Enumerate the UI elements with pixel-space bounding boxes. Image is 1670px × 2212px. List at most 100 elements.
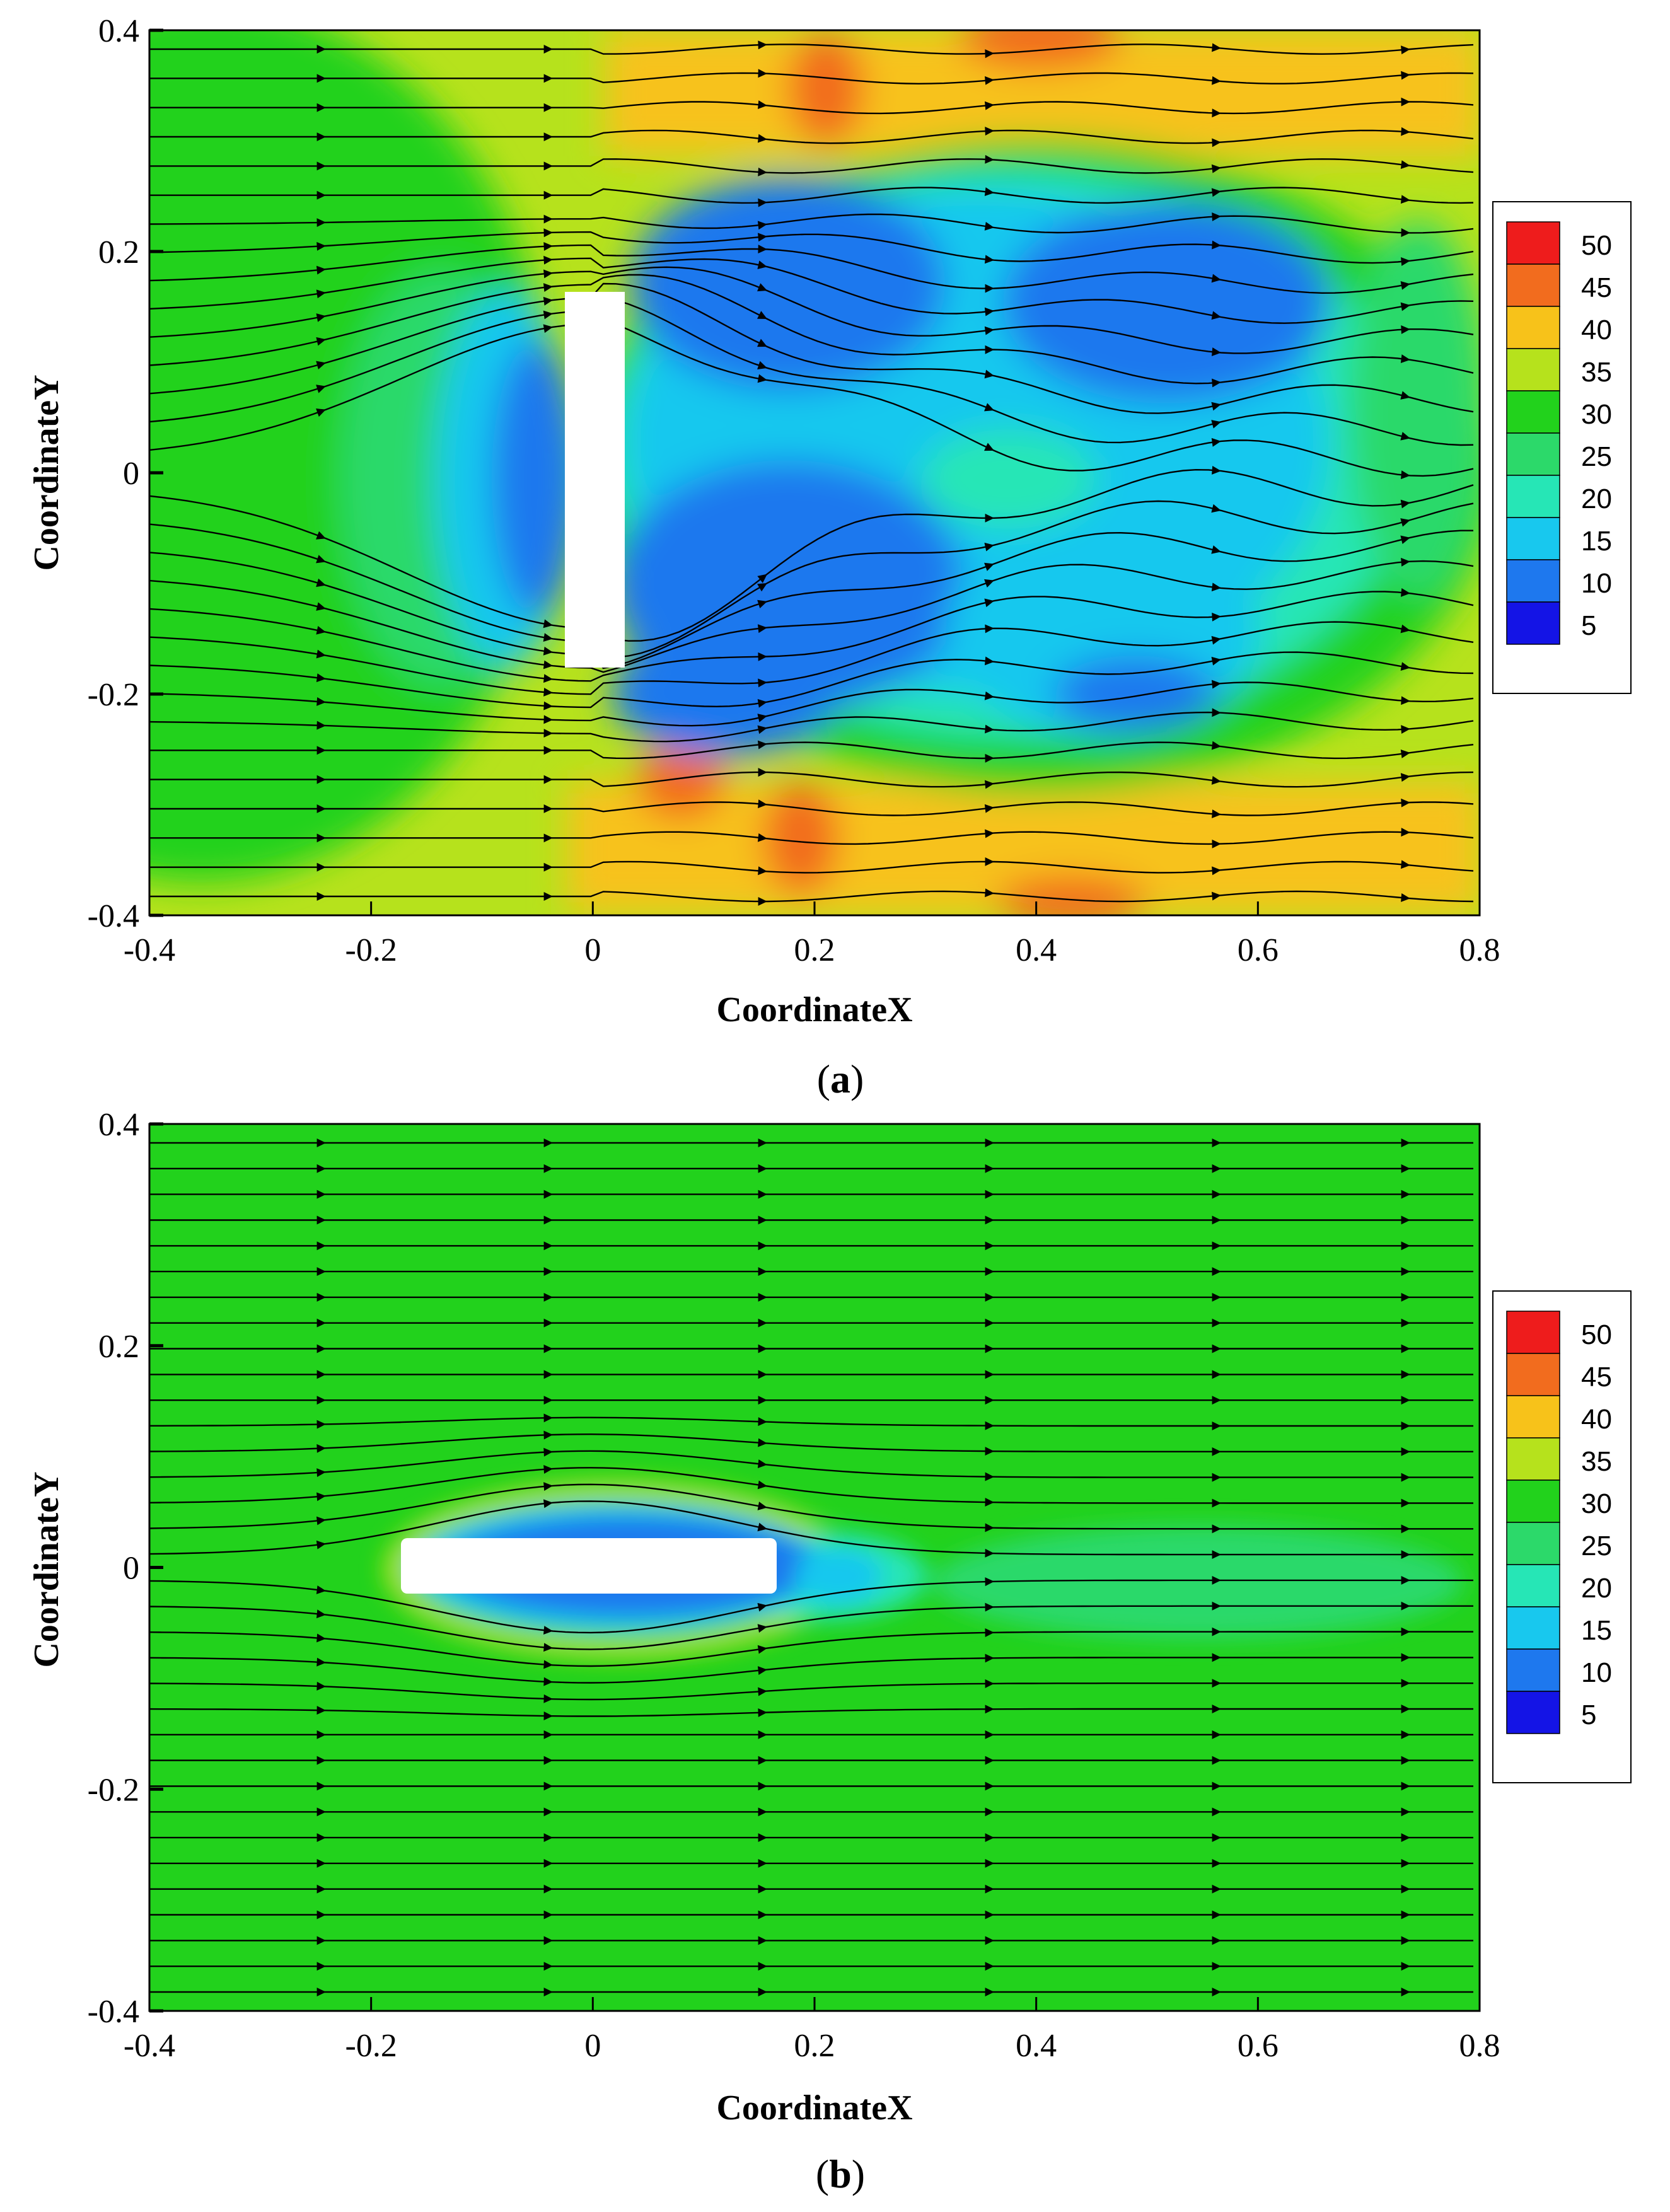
streamline-arrow — [1401, 228, 1410, 237]
streamline-arrow — [757, 1666, 767, 1675]
streamline-arrow — [316, 1706, 326, 1715]
streamline-arrow — [1212, 1292, 1221, 1302]
streamline-arrow — [543, 1833, 553, 1843]
streamline-arrow — [1211, 402, 1221, 411]
streamline — [149, 530, 1473, 669]
streamline — [149, 43, 1474, 55]
x-tick-label: 0.6 — [1238, 2028, 1279, 2064]
streamline-arrow — [316, 673, 326, 683]
streamline-arrow — [1401, 1781, 1410, 1791]
streamline — [149, 560, 1474, 673]
streamline — [149, 681, 1474, 727]
streamline-arrow — [1401, 325, 1410, 334]
streamline-arrow — [758, 1756, 767, 1765]
streamline-arrow — [1401, 470, 1410, 480]
streamline-arrow — [543, 1677, 553, 1686]
legend-label-15: 15 — [1581, 1615, 1612, 1646]
streamline-arrow — [1401, 1447, 1410, 1456]
streamline-arrow — [985, 345, 994, 354]
streamline-arrow — [758, 1833, 767, 1843]
panel-label-b: (b) — [816, 2151, 865, 2196]
streamline-arrow — [1400, 195, 1410, 204]
legend-label-30: 30 — [1581, 1488, 1612, 1519]
streamline-arrow — [1212, 612, 1221, 622]
legend-label-5: 5 — [1581, 1700, 1596, 1730]
streamline-arrow — [1212, 138, 1221, 148]
streamline-arrow — [758, 1370, 767, 1379]
streamline-arrow — [757, 374, 767, 383]
streamline-arrow — [1400, 160, 1410, 170]
streamline-arrow — [758, 1138, 767, 1147]
streamline-arrow — [543, 746, 553, 755]
streamline-arrow — [985, 1497, 994, 1507]
legend-swatch-15 — [1506, 1606, 1560, 1650]
streamline — [149, 1579, 1473, 1634]
y-tick-label: 0 — [123, 456, 139, 492]
streamline-arrow — [985, 1241, 994, 1251]
streamline-arrow — [543, 1241, 553, 1251]
y-axis-label-b: CoordinateY — [27, 1471, 66, 1667]
streamline-arrow — [543, 1464, 553, 1474]
streamline-arrow — [985, 127, 994, 136]
streamline-arrow — [543, 74, 553, 83]
y-tick-label: -0.2 — [88, 677, 139, 713]
streamline-arrow — [757, 221, 767, 230]
streamline — [149, 1682, 1473, 1701]
panel-b: -0.4 -0.2 0 0.2 0.4 0.6 0.8 0.4 0.2 0 -0.2 -0.4 Co… — [27, 1107, 1632, 2196]
x-tick-label: -0.4 — [124, 932, 175, 968]
streamline-arrow — [543, 161, 553, 171]
x-tick-label: 0.8 — [1459, 932, 1500, 968]
streamline-arrow — [543, 296, 553, 306]
streamline-arrow — [758, 1884, 767, 1894]
streamline-arrow — [985, 49, 994, 59]
panel-a: -0.4 -0.2 0 0.2 0.4 0.6 0.8 0.4 0.2 0 -0.2 -0.4 Co… — [27, 13, 1632, 1101]
streamline-arrow — [985, 1370, 994, 1379]
streamline-arrow — [1212, 465, 1221, 475]
legend-swatch-50 — [1506, 221, 1560, 265]
streamline-arrow — [316, 697, 326, 706]
streamline-arrow — [985, 284, 994, 293]
streamline-arrow — [1401, 1910, 1410, 1920]
streamline-arrow — [758, 1708, 767, 1717]
streamline-arrow — [1212, 1473, 1221, 1482]
streamline-arrow — [543, 1292, 553, 1302]
streamline-arrow — [758, 1396, 767, 1405]
streamline — [149, 129, 1474, 144]
streamline-arrow — [758, 1190, 767, 1199]
streamline-arrow — [757, 1645, 767, 1654]
streamline-arrow — [985, 888, 994, 898]
streamline-arrow — [1212, 1988, 1221, 1996]
streamline-arrow — [1212, 43, 1221, 52]
streamline-arrow — [1212, 1601, 1221, 1611]
streamline-arrow — [1401, 798, 1410, 808]
streamline — [149, 591, 1474, 682]
streamline-arrow — [1401, 1705, 1410, 1713]
streamline-arrow — [543, 1138, 553, 1147]
streamline-arrow — [316, 1833, 326, 1843]
streamline-arrow — [1212, 108, 1221, 118]
streamline-arrow — [316, 161, 326, 171]
streamline-arrow — [1212, 1807, 1221, 1817]
streamline — [149, 1631, 1473, 1667]
streamline — [149, 274, 1474, 385]
streamline-arrow — [1212, 1962, 1221, 1971]
x-tick-label: 0.8 — [1459, 2028, 1500, 2064]
streamline-arrow — [543, 660, 553, 669]
streamline-arrow — [543, 633, 553, 642]
streamline — [149, 282, 1474, 414]
streamline-arrow — [1212, 1575, 1221, 1585]
streamline-arrow — [1401, 1164, 1410, 1173]
streamline-arrow — [316, 1344, 326, 1353]
streamline-arrow — [757, 698, 767, 708]
streamline-arrow — [985, 1936, 994, 1945]
streamline-arrow — [1401, 725, 1410, 734]
streamline-arrow — [316, 361, 326, 369]
streamline-arrow — [1400, 518, 1410, 527]
streamline-arrow — [543, 1396, 553, 1405]
streamline — [149, 1708, 1473, 1717]
streamline-arrow — [1401, 860, 1410, 869]
streamline-arrow — [316, 1420, 326, 1429]
streamline-arrow — [543, 214, 553, 224]
streamline-arrow — [1400, 499, 1410, 509]
